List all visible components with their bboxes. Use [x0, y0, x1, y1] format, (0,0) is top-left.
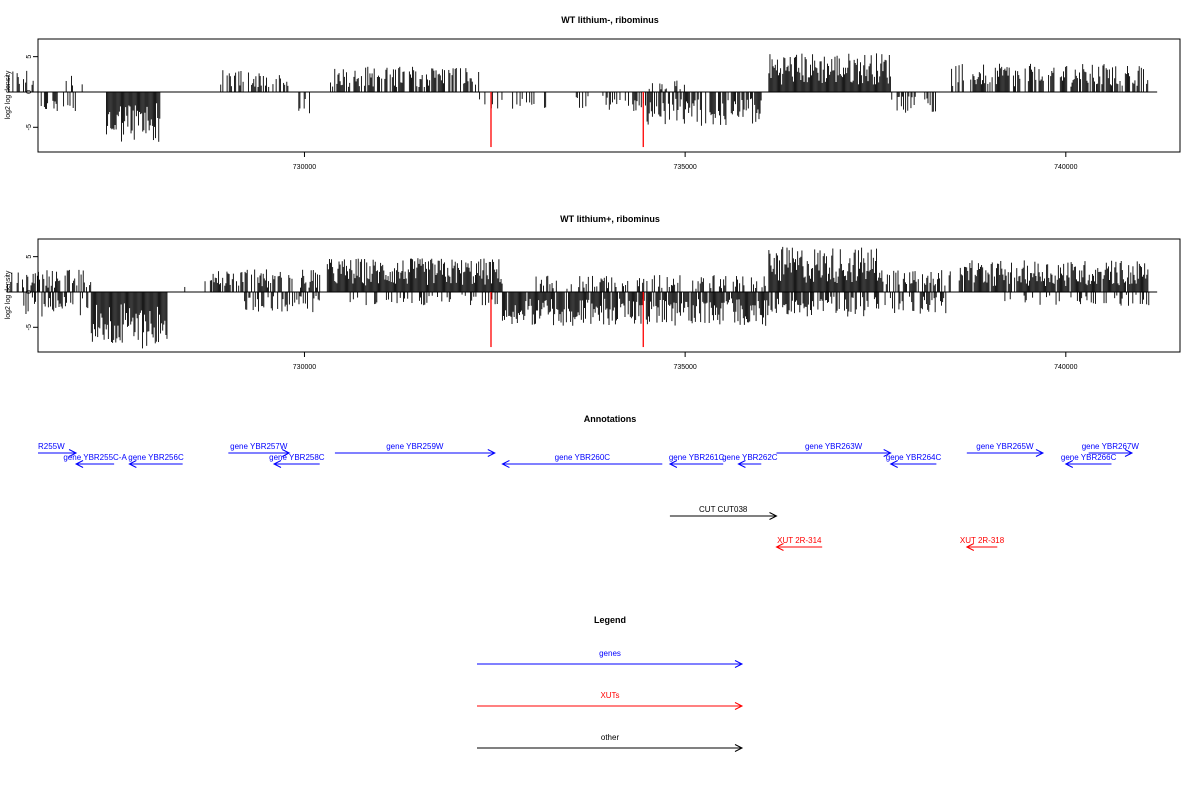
- y-tick-label: 0: [26, 90, 33, 94]
- annotation-xut: XUT 2R-314: [775, 536, 823, 551]
- panel-title: WT lithium+, ribominus: [560, 214, 660, 224]
- axes: -5 0 5 730000 735000 740000: [26, 255, 1078, 371]
- arrow-head: [282, 449, 291, 457]
- annotation-label: gene YBR263W: [805, 442, 863, 451]
- arrow-head: [501, 460, 510, 468]
- annotation-items: R255W gene YBR255C-A gene YBR256C gene YBR2…: [38, 442, 1139, 551]
- annotation-gene: gene YBR265W: [966, 442, 1045, 457]
- arrow-head: [737, 460, 746, 468]
- arrow-head: [1124, 449, 1134, 457]
- x-tick-label: 740000: [1054, 364, 1077, 371]
- legend: Legend genes XUTs other: [477, 615, 744, 752]
- legend-label: genes: [599, 649, 621, 658]
- annotation-label: CUT CUT038: [699, 505, 748, 514]
- arrow-head: [74, 460, 84, 468]
- panel-title: WT lithium-, ribominus: [561, 15, 659, 25]
- annotation-gene: gene YBR261C: [668, 453, 725, 468]
- y-axis-label: log2 log density: [5, 270, 12, 319]
- y-tick-label: -5: [26, 124, 33, 130]
- arrow-head: [775, 543, 784, 551]
- legend-title: Legend: [594, 615, 626, 625]
- track-panel-lithium-plus: WT lithium+, ribominus log2 log density …: [5, 214, 1181, 371]
- annotation-gene: gene YBR260C: [501, 453, 663, 468]
- arrow-head: [128, 460, 137, 468]
- annotation-gene: gene YBR263W: [776, 442, 892, 457]
- annotation-gene: gene YBR257W: [228, 442, 291, 457]
- y-axis-label: log2 log density: [5, 70, 12, 119]
- density-bars: [7, 246, 1158, 349]
- annotation-label: XUT 2R-318: [960, 536, 1005, 545]
- annotation-gene: R255W: [38, 442, 78, 457]
- arrow-head: [734, 744, 744, 752]
- legend-entry-other: other: [477, 733, 744, 752]
- annotation-label: gene YBR260C: [555, 453, 611, 462]
- density-bars: [7, 53, 1158, 148]
- track-panel-lithium-minus: WT lithium-, ribominus log2 log density …: [5, 15, 1181, 171]
- annotation-label: gene YBR264C: [886, 453, 942, 462]
- legend-label: other: [601, 733, 620, 742]
- annotation-label: gene YBR261C: [669, 453, 725, 462]
- plot-frame: [37, 238, 1181, 353]
- arrow-head: [1035, 449, 1045, 457]
- annotation-label: R255W: [38, 442, 65, 451]
- arrow-head: [668, 460, 678, 468]
- annotation-label: gene YBR255C-A: [63, 453, 127, 462]
- annotation-xut: XUT 2R-318: [960, 536, 1005, 551]
- annotation-label: gene YBR259W: [386, 442, 444, 451]
- x-tick-label: 735000: [673, 364, 696, 371]
- annotation-label: gene YBR266C: [1061, 453, 1117, 462]
- arrow-head: [883, 449, 892, 457]
- annotation-gene: gene YBR256C: [128, 453, 184, 468]
- arrow-head: [1064, 460, 1074, 468]
- annotations-title: Annotations: [584, 414, 637, 424]
- arrow-head: [734, 702, 744, 710]
- arrow-head: [769, 512, 778, 520]
- arrow-head: [965, 543, 975, 551]
- y-tick-label: 5: [26, 55, 33, 59]
- legend-entry-xut: XUTs: [477, 691, 744, 710]
- arrow-head: [68, 449, 78, 457]
- annotation-label: XUT 2R-314: [777, 536, 822, 545]
- annotation-label: gene YBR265W: [976, 442, 1034, 451]
- annotation-gene: gene YBR267W: [1082, 442, 1140, 457]
- annotation-label: gene YBR256C: [128, 453, 184, 462]
- x-tick-label: 730000: [293, 364, 316, 371]
- annotation-label: gene YBR257W: [230, 442, 288, 451]
- arrow-head: [487, 449, 496, 457]
- legend-entries: genes XUTs other: [477, 649, 744, 752]
- annotation-gene: gene YBR258C: [269, 453, 325, 468]
- arrow-head: [734, 660, 744, 668]
- legend-entry-gene: genes: [477, 649, 744, 668]
- annotation-other: CUT CUT038: [669, 505, 778, 520]
- annotation-gene: gene YBR266C: [1061, 453, 1117, 468]
- annotation-label: gene YBR267W: [1082, 442, 1140, 451]
- x-tick-label: 735000: [673, 164, 696, 171]
- y-tick-label: 0: [26, 290, 33, 294]
- annotation-label: gene YBR258C: [269, 453, 325, 462]
- legend-label: XUTs: [600, 691, 619, 700]
- annotation-gene: gene YBR264C: [886, 453, 942, 468]
- annotation-label: gene YBR262C: [722, 453, 778, 462]
- annotation-gene: gene YBR255C-A: [63, 453, 127, 468]
- y-tick-label: -5: [26, 324, 33, 330]
- x-tick-label: 740000: [1054, 164, 1077, 171]
- x-tick-label: 730000: [293, 164, 316, 171]
- arrow-head: [889, 460, 898, 468]
- annotation-gene: gene YBR259W: [334, 442, 496, 457]
- arrow-head: [272, 460, 282, 468]
- axes: -5 0 5 730000 735000 740000: [26, 55, 1078, 171]
- annotation-gene: gene YBR262C: [722, 453, 778, 468]
- y-tick-label: 5: [26, 255, 33, 259]
